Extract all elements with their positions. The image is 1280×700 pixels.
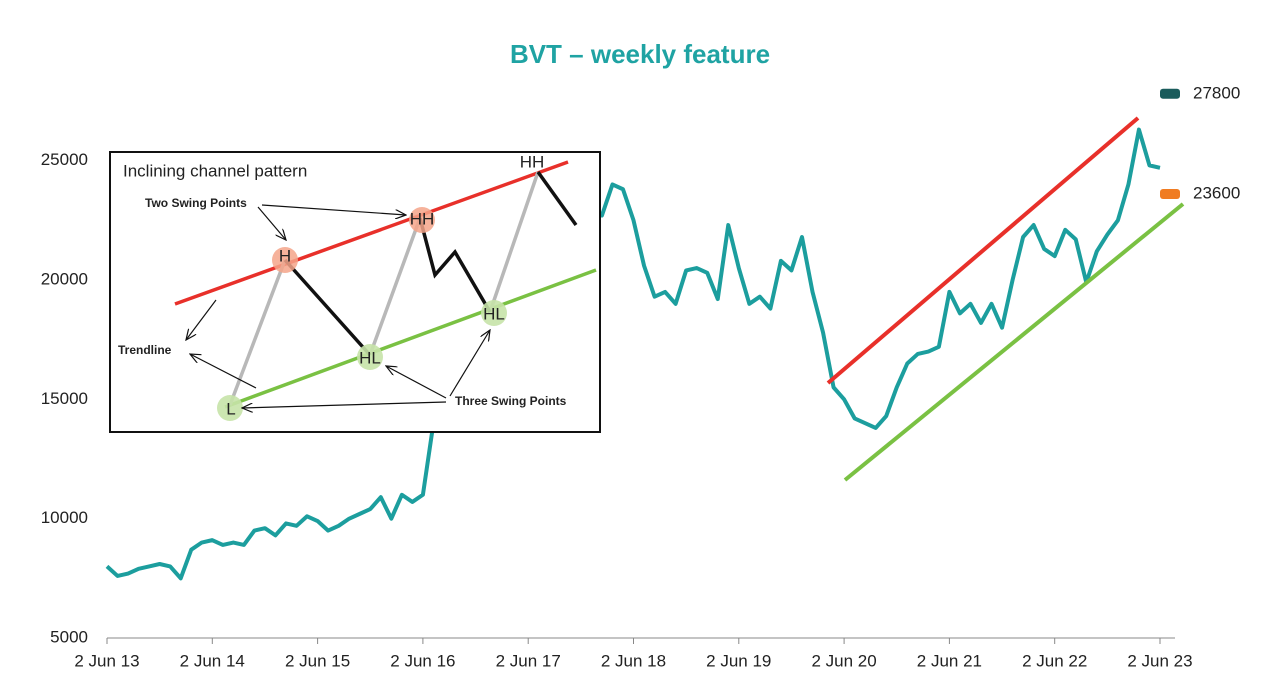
inset-point-labels: H HH HH HL HL L xyxy=(226,152,544,418)
y-tick-label: 5000 xyxy=(50,627,88,646)
level-label: 23600 xyxy=(1193,184,1240,203)
x-tick-label: 2 Jun 19 xyxy=(706,651,771,670)
level-marker xyxy=(1160,189,1180,200)
x-tick-label: 2 Jun 17 xyxy=(496,651,561,670)
inset-label: Three Swing Points xyxy=(455,394,567,408)
price-line xyxy=(105,127,1161,581)
point-label: HH xyxy=(410,209,435,228)
y-tick-label: 15000 xyxy=(41,389,88,408)
y-tick-label: 10000 xyxy=(41,508,88,527)
point-label: HL xyxy=(483,304,505,323)
level-label: 27800 xyxy=(1193,83,1240,102)
x-tick-label: 2 Jun 14 xyxy=(180,651,245,670)
channel-upper xyxy=(826,116,1140,385)
x-tick-label: 2 Jun 23 xyxy=(1127,651,1192,670)
channel-lower xyxy=(843,202,1185,482)
x-tick-label: 2 Jun 16 xyxy=(390,651,455,670)
x-tick-label: 2 Jun 13 xyxy=(74,651,139,670)
y-tick-label: 20000 xyxy=(41,269,88,288)
x-tick-label: 2 Jun 22 xyxy=(1022,651,1087,670)
y-tick-label: 25000 xyxy=(41,150,88,169)
point-label: H xyxy=(279,246,291,265)
inset-frame xyxy=(109,151,601,433)
point-label: HH xyxy=(520,152,545,171)
point-label: L xyxy=(226,399,235,418)
x-tick-label: 2 Jun 20 xyxy=(811,651,876,670)
inset-title: Inclining channel pattern xyxy=(123,161,307,180)
inset: H HH HH HL HL L Inclining channel patter… xyxy=(109,151,601,433)
inset-down-legs xyxy=(283,170,578,357)
inset-upper xyxy=(174,160,569,306)
x-tick-label: 2 Jun 15 xyxy=(285,651,350,670)
point-label: HL xyxy=(359,348,381,367)
inset-arrows xyxy=(186,204,490,408)
x-tick-label: 2 Jun 21 xyxy=(917,651,982,670)
inset-lower xyxy=(224,268,597,409)
inset-up-legs xyxy=(228,171,540,406)
x-tick-label: 2 Jun 18 xyxy=(601,651,666,670)
chart-title: BVT – weekly feature xyxy=(510,39,770,69)
inset-label: Two Swing Points xyxy=(145,196,247,210)
level-marker xyxy=(1160,88,1180,99)
plot: 5000 10000 15000 20000 25000 2 Jun 13 2 Jun 14… xyxy=(41,127,1193,670)
inset-label: Trendline xyxy=(118,343,172,357)
